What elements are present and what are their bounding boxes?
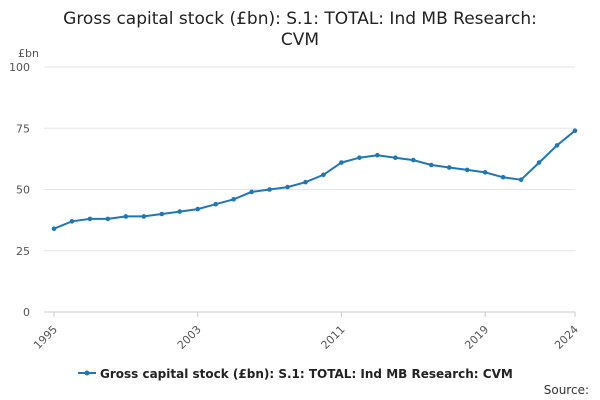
y-tick-label: 100 — [9, 61, 30, 74]
data-point-2024 — [572, 128, 578, 133]
y-tick-label: 0 — [23, 306, 30, 319]
x-tick-label: 2003 — [175, 323, 204, 352]
data-point-2022 — [536, 160, 542, 165]
data-point-2015 — [411, 157, 416, 163]
data-point-2009 — [303, 179, 308, 185]
data-point-1995 — [51, 226, 57, 231]
data-point-2004 — [213, 201, 218, 207]
x-tick-label: 2019 — [462, 323, 491, 352]
y-tick-label: 25 — [16, 245, 30, 258]
data-point-2020 — [500, 174, 506, 180]
data-point-1996 — [69, 219, 75, 224]
data-point-1998 — [105, 216, 111, 222]
legend: Gross capital stock (£bn): S.1: TOTAL: I… — [78, 367, 513, 381]
source-label: Source: — [544, 383, 589, 397]
chart-title-line-2: CVM — [281, 30, 319, 50]
y-tick-label: 50 — [16, 184, 30, 197]
data-point-2006 — [249, 189, 254, 195]
data-point-2010 — [321, 172, 326, 178]
data-point-2008 — [285, 184, 290, 190]
x-tick-label: 2011 — [319, 323, 348, 352]
data-point-1999 — [123, 214, 129, 219]
data-point-2014 — [393, 155, 398, 160]
y-axis-unit-label: £bn — [18, 47, 39, 60]
legend-label: Gross capital stock (£bn): S.1: TOTAL: I… — [100, 367, 513, 381]
data-point-2012 — [357, 155, 362, 160]
data-point-2023 — [554, 143, 560, 148]
data-point-2003 — [195, 206, 201, 212]
data-point-2000 — [141, 214, 147, 219]
data-point-2017 — [446, 165, 452, 170]
chart-title-line-1: Gross capital stock (£bn): S.1: TOTAL: I… — [63, 9, 537, 29]
data-point-2005 — [231, 197, 236, 202]
series-line — [53, 129, 576, 230]
x-tick-label: 2024 — [552, 323, 581, 352]
y-tick-label: 75 — [16, 122, 30, 135]
data-point-2001 — [159, 211, 165, 217]
legend-marker-swatch — [84, 370, 90, 376]
data-point-2019 — [482, 170, 488, 175]
data-point-2018 — [464, 167, 470, 173]
data-point-2007 — [267, 187, 272, 192]
data-point-2013 — [375, 152, 380, 158]
data-point-2002 — [177, 209, 183, 214]
data-point-1997 — [87, 216, 93, 222]
x-tick-label: 1995 — [31, 323, 60, 352]
data-point-2021 — [518, 177, 524, 182]
data-point-2016 — [428, 162, 434, 168]
data-point-2011 — [339, 160, 344, 165]
